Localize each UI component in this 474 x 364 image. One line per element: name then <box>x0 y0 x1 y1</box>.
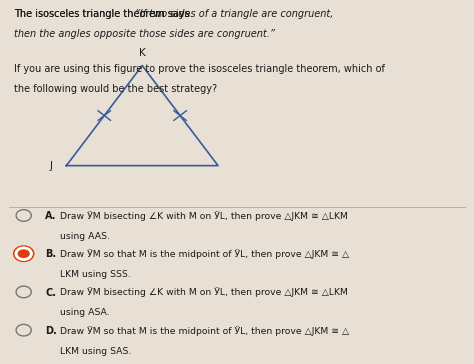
Text: Draw ӰM bisecting ∠K with M on ӰL, then prove △JKM ≅ △LKM: Draw ӰM bisecting ∠K with M on ӰL, then … <box>60 288 348 297</box>
Text: Draw ӰM so that M is the midpoint of ӰL, then prove △JKM ≅ △: Draw ӰM so that M is the midpoint of ӰL,… <box>60 326 349 336</box>
Text: using AAS.: using AAS. <box>60 232 110 241</box>
Text: D.: D. <box>45 326 57 336</box>
Text: the following would be the best strategy?: the following would be the best strategy… <box>14 84 218 94</box>
Text: If you are using this figure to prove the isosceles triangle theorem, which of: If you are using this figure to prove th… <box>14 64 385 74</box>
Text: B.: B. <box>45 249 56 259</box>
Text: Draw ӰM bisecting ∠K with M on ӰL, then prove △JKM ≅ △LKM: Draw ӰM bisecting ∠K with M on ӰL, then … <box>60 211 348 221</box>
Text: using ASA.: using ASA. <box>60 308 110 317</box>
Text: J: J <box>49 161 52 171</box>
Text: A.: A. <box>45 211 56 221</box>
Text: The isosceles triangle theorem says: The isosceles triangle theorem says <box>14 9 193 19</box>
Text: Draw ӰM so that M is the midpoint of ӰL, then prove △JKM ≅ △: Draw ӰM so that M is the midpoint of ӰL,… <box>60 249 349 259</box>
Text: “If two sides of a triangle are congruent,: “If two sides of a triangle are congruen… <box>135 9 334 19</box>
Text: C.: C. <box>45 288 56 297</box>
Circle shape <box>16 248 31 260</box>
Text: LKM using SAS.: LKM using SAS. <box>60 347 131 356</box>
Text: The isosceles triangle theorem says “If two sides of a triangle are congruent,: The isosceles triangle theorem says “If … <box>14 9 392 19</box>
Text: The isosceles triangle theorem says: The isosceles triangle theorem says <box>14 9 193 19</box>
Text: K: K <box>139 48 146 58</box>
Text: then the angles opposite those sides are congruent.”: then the angles opposite those sides are… <box>14 29 275 39</box>
Text: LKM using SSS.: LKM using SSS. <box>60 270 131 279</box>
